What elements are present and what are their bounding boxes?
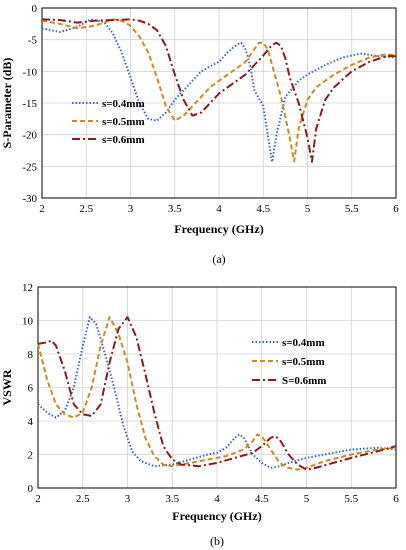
y-tick-label: -5 [28, 35, 38, 47]
chart-s-parameter: 2 2.5 3 3.5 4 4.5 5 5.5 6 0 -5 -10 -15 -20 -25 -30 s=0.4… [0, 3, 399, 266]
x-tick-label: 5 [304, 493, 310, 505]
x-axis-label: Frequency (GHz) [174, 222, 263, 236]
x-tick-label: 3 [125, 493, 131, 505]
series-line-s-0-5mm [37, 316, 397, 471]
y-tick-label: 2 [28, 450, 34, 462]
y-tick-label: 0 [28, 483, 34, 495]
x-axis-label: Frequency (GHz) [172, 509, 261, 523]
series-line-s-0-4mm [41, 18, 397, 163]
y-tick-label: 10 [22, 316, 34, 328]
legend-entry-s-0-6mm: s=0.6mm [102, 134, 145, 146]
legend-entry-s-0-4mm: s=0.4mm [102, 98, 145, 110]
y-tick-label: -15 [22, 98, 37, 110]
x-tick-label: 4 [216, 203, 222, 215]
y-axis-label: S-Parameter (dB) [0, 58, 14, 149]
figure-caption: (b) [210, 534, 224, 548]
legend-entry-s-0-5mm: s=0.5mm [102, 116, 145, 128]
x-tick-label: 3.5 [168, 203, 182, 215]
x-tick-label: 4.5 [256, 203, 270, 215]
figure-caption: (a) [212, 252, 225, 266]
series-line-s-0-5mm [41, 18, 397, 163]
y-axis-label: VSWR [0, 369, 14, 405]
y-tick-label: -10 [22, 66, 37, 78]
y-tick-label: -20 [22, 130, 37, 142]
x-tick-label: 2.5 [76, 493, 90, 505]
chart-vswr: 2 2.5 3 3.5 4 4.5 5 5.5 6024681012s=0.4mms=0.5mm… [0, 282, 399, 548]
x-tick-label: 2 [35, 493, 41, 505]
plot-frame [41, 7, 397, 199]
y-tick-label: 12 [22, 282, 33, 294]
series-line-s-0-6mm [37, 316, 397, 471]
series-line-s-0-6mm [41, 18, 396, 163]
y-tick-label: 0 [32, 3, 38, 15]
series-line-s-0-4mm [37, 316, 397, 469]
x-tick-label: 6 [393, 493, 399, 505]
x-tick-label: 2.5 [79, 203, 93, 215]
y-tick-label: -30 [22, 193, 37, 205]
legend-entry-s-0-6mm: S=0.6mm [282, 375, 326, 387]
legend-entry-s-0-4mm: s=0.4mm [282, 337, 325, 349]
plot-frame [37, 286, 397, 489]
y-tick-label: -25 [22, 161, 37, 173]
y-tick-label: 6 [28, 383, 34, 395]
x-tick-label: 5 [305, 203, 311, 215]
x-tick-label: 5.5 [344, 493, 358, 505]
x-tick-label: 3 [128, 203, 134, 215]
x-tick-label: 4.5 [255, 493, 269, 505]
x-tick-label: 3.5 [165, 493, 179, 505]
x-tick-label: 2 [39, 203, 45, 215]
y-tick-label: 4 [28, 416, 34, 428]
x-tick-label: 5.5 [345, 203, 359, 215]
x-tick-label: 6 [393, 203, 399, 215]
x-tick-label: 4 [214, 493, 220, 505]
legend-entry-s-0-5mm: s=0.5mm [282, 356, 325, 368]
y-tick-label: 8 [28, 349, 34, 361]
